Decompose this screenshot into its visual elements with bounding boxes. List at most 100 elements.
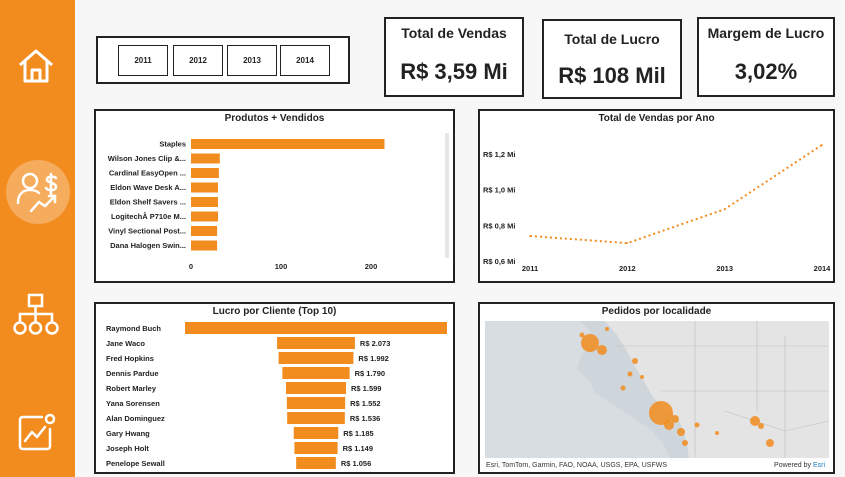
client-bar	[285, 382, 347, 394]
client-value-label: R$ 1.790	[355, 369, 385, 378]
client-value-label: R$ 1.536	[350, 414, 380, 423]
client-label: Alan Dominguez	[106, 414, 165, 423]
client-label: Dennis Pardue	[106, 369, 159, 378]
client-value-label: R$ 1.552	[350, 399, 380, 408]
client-label: Raymond Buch	[106, 324, 161, 333]
product-bar	[191, 240, 218, 251]
map-title: Pedidos por localidade	[601, 306, 712, 317]
year-button-2014[interactable]: 2014	[280, 45, 330, 76]
product-label: Eldon Wave Desk A...	[110, 183, 186, 192]
x-tick-label: 100	[275, 262, 288, 271]
map-attribution: Esri, TomTom, Garmin, FAO, NOAA, USGS, E…	[486, 462, 667, 469]
sales-point	[529, 235, 531, 237]
sales-line	[529, 144, 823, 245]
chart-vendas-ano: Total de Vendas por Ano R$ 0,6 Mi R$ 0,8 …	[478, 109, 835, 283]
year-label: 2012	[189, 56, 207, 65]
chart-title: Lucro por Cliente (Top 10)	[212, 306, 337, 317]
x-tick-label: 2014	[814, 264, 832, 273]
chart-lucro-cliente: Lucro por Cliente (Top 10) Raymond Buch J…	[94, 302, 455, 474]
product-label: Vinyl Sectional Post...	[108, 227, 186, 236]
product-bar	[191, 153, 220, 164]
kpi-margem-lucro: Margem de Lucro 3,02%	[697, 17, 835, 97]
product-label: Wilson Jones Clip &...	[108, 154, 186, 163]
product-bar	[191, 182, 218, 193]
hierarchy-icon[interactable]	[12, 293, 60, 341]
map-powered-by: Powered by	[774, 462, 811, 469]
chart-report-icon[interactable]	[12, 408, 60, 456]
x-tick-label: 200	[365, 262, 378, 271]
year-button-2012[interactable]: 2012	[173, 45, 223, 76]
x-tick-label: 2011	[522, 264, 538, 273]
client-label: Yana Sorensen	[106, 399, 160, 408]
products-bar-chart: Staples Wilson Jones Clip &... Cardinal Ea…	[108, 139, 385, 271]
sales-point	[821, 144, 823, 146]
map-pedidos: Pedidos por localidade	[478, 302, 835, 474]
kpi-total-vendas: Total de Vendas R$ 3,59 Mi	[384, 17, 524, 97]
year-label: 2013	[243, 56, 261, 65]
x-tick-label: 0	[189, 262, 193, 271]
client-bar	[282, 367, 350, 379]
scrollbar[interactable]	[445, 133, 449, 258]
client-bar	[286, 397, 346, 409]
y-tick-label: R$ 1,0 Mi	[483, 186, 516, 195]
client-label: Joseph Holt	[106, 444, 149, 453]
client-bar	[294, 442, 338, 454]
product-label: LogitechÂ P710e M...	[111, 212, 186, 221]
sales-point	[626, 242, 629, 244]
year-label: 2014	[296, 56, 314, 65]
client-bar	[278, 352, 354, 364]
product-label: Cardinal EasyOpen ...	[109, 169, 186, 178]
product-bar	[191, 197, 218, 207]
chart-produtos-vendidos: Produtos + Vendidos Staples Wilson Jones …	[94, 109, 455, 283]
product-label: Eldon Shelf Savers ...	[110, 198, 186, 207]
client-value-label: R$ 1.056	[341, 459, 371, 468]
map-bubbles	[579, 327, 774, 447]
client-bar	[185, 322, 447, 334]
client-value-label: R$ 1.149	[343, 444, 373, 453]
client-label: Jane Waco	[106, 339, 145, 348]
sales-point	[723, 208, 726, 211]
client-value-label: R$ 1.599	[351, 384, 381, 393]
y-tick-label: R$ 0,6 Mi	[483, 257, 516, 266]
chart-title: Total de Vendas por Ano	[598, 113, 715, 124]
client-label: Fred Hopkins	[106, 354, 154, 363]
product-label: Dana Halogen Swin...	[110, 241, 186, 250]
kpi-title: Total de Vendas	[401, 25, 507, 41]
x-tick-label: 2012	[619, 264, 636, 273]
kpi-title: Margem de Lucro	[707, 25, 825, 41]
clients-bar-chart: Raymond Buch Jane Waco R$ 2.073 Fred Hopkin…	[106, 322, 447, 469]
product-bar	[191, 226, 218, 236]
client-label: Penelope Sewall	[106, 459, 165, 468]
user-dollar-icon[interactable]	[6, 160, 70, 224]
client-bar	[277, 337, 355, 349]
client-value-label: R$ 2.073	[360, 339, 390, 348]
map-view[interactable]	[485, 321, 829, 458]
chart-title: Produtos + Vendidos	[224, 113, 325, 124]
esri-link[interactable]: Esri	[812, 462, 825, 469]
client-label: Robert Marley	[106, 384, 157, 393]
y-tick-label: R$ 1,2 Mi	[483, 150, 516, 159]
sidebar-nav	[0, 0, 75, 477]
kpi-title: Total de Lucro	[564, 31, 660, 47]
kpi-total-lucro: Total de Lucro R$ 108 Mil	[542, 19, 682, 99]
product-bar	[191, 168, 219, 178]
product-bar	[191, 211, 218, 222]
client-label: Gary Hwang	[106, 429, 150, 438]
sales-line-chart: R$ 0,6 Mi R$ 0,8 Mi R$ 1,0 Mi R$ 1,2 Mi 2011…	[483, 144, 832, 273]
client-value-label: R$ 1.992	[358, 354, 388, 363]
y-tick-label: R$ 0,8 Mi	[483, 221, 516, 230]
product-label: Staples	[159, 140, 186, 149]
year-button-2011[interactable]: 2011	[118, 45, 168, 76]
kpi-value: R$ 108 Mil	[558, 63, 666, 88]
client-value-label: R$ 1.185	[343, 429, 373, 438]
year-filter: 2011 2012 2013 2014	[96, 36, 350, 84]
home-icon[interactable]	[12, 42, 60, 90]
client-bar	[293, 427, 339, 439]
client-bar	[287, 412, 345, 424]
x-tick-label: 2013	[716, 264, 733, 273]
year-label: 2011	[134, 56, 152, 65]
kpi-value: 3,02%	[734, 59, 798, 84]
year-button-2013[interactable]: 2013	[227, 45, 277, 76]
product-bar	[191, 139, 385, 149]
client-bar	[296, 457, 336, 469]
